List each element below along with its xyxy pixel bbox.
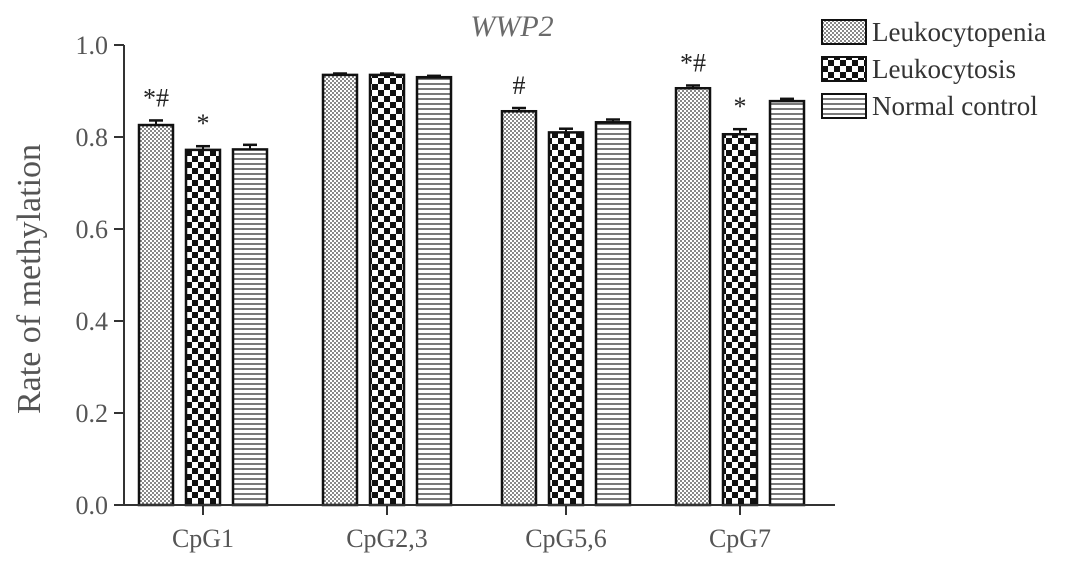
x-tick-label: CpG2,3: [346, 524, 428, 553]
error-bar: [606, 118, 620, 123]
y-tick-label: 0.2: [76, 399, 109, 428]
y-axis-label: Rate of methylation: [11, 144, 48, 414]
bar-normal-control-cpg56: [594, 121, 632, 507]
error-bar: [427, 74, 441, 78]
legend-item: Leukocytopenia: [821, 17, 1046, 47]
y-tick-label: 0.0: [76, 491, 109, 520]
x-tick-label: CpG5,6: [525, 524, 607, 553]
significance-annotations: *#*#*#*: [143, 48, 747, 138]
significance-marker: *: [197, 109, 210, 138]
bar-leukocytosis-cpg23: [368, 73, 406, 507]
error-bar: [512, 106, 526, 112]
significance-marker: *#: [143, 83, 169, 112]
error-bar: [196, 144, 210, 150]
bar-normal-control-cpg23: [415, 75, 453, 507]
x-tick-label: CpG1: [172, 524, 234, 553]
error-bar: [733, 127, 747, 135]
bar-leukocytosis-cpg1: [184, 148, 222, 507]
y-tick-label: 0.8: [76, 123, 109, 152]
chart-title: WWP2: [470, 10, 553, 43]
bar-leukocytopenia-cpg1: [137, 123, 175, 507]
legend-swatch: [821, 56, 867, 82]
error-bars: [149, 72, 794, 150]
x-tick-label: CpG7: [709, 524, 771, 553]
legend-label: Normal control: [872, 91, 1038, 121]
bar-normal-control-cpg7: [768, 99, 806, 507]
error-bar: [149, 119, 163, 126]
bar-leukocytosis-cpg7: [721, 132, 759, 507]
y-axis-ticks: 0.0 0.2 0.4 0.6 0.8 1.0: [76, 31, 124, 520]
y-tick-label: 1.0: [76, 31, 109, 60]
legend-item: Leukocytosis: [821, 54, 1016, 84]
bar-leukocytopenia-cpg7: [674, 86, 712, 507]
legend-label: Leukocytopenia: [872, 17, 1046, 47]
error-bar: [333, 72, 347, 75]
bar-series: [137, 73, 806, 507]
legend-item: Normal control: [821, 91, 1038, 121]
error-bar: [686, 84, 700, 89]
significance-marker: *#: [680, 48, 706, 77]
x-axis-ticks: CpG1 CpG2,3 CpG5,6 CpG7: [172, 505, 771, 553]
error-bar: [243, 143, 257, 150]
significance-marker: *: [734, 92, 747, 121]
bar-normal-control-cpg1: [231, 148, 269, 507]
legend-label: Leukocytosis: [872, 54, 1016, 84]
error-bar: [559, 127, 573, 133]
significance-marker: #: [513, 71, 526, 100]
bar-leukocytopenia-cpg23: [321, 73, 359, 507]
error-bar: [380, 72, 394, 75]
y-tick-label: 0.4: [76, 307, 109, 336]
bar-leukocytosis-cpg56: [547, 131, 585, 507]
legend-swatch: [821, 93, 867, 119]
error-bar: [780, 97, 794, 102]
bar-leukocytopenia-cpg56: [500, 109, 538, 507]
legend: Leukocytopenia Leukocytosis Normal control: [821, 17, 1046, 121]
y-tick-label: 0.6: [76, 215, 109, 244]
legend-swatch: [821, 19, 867, 45]
